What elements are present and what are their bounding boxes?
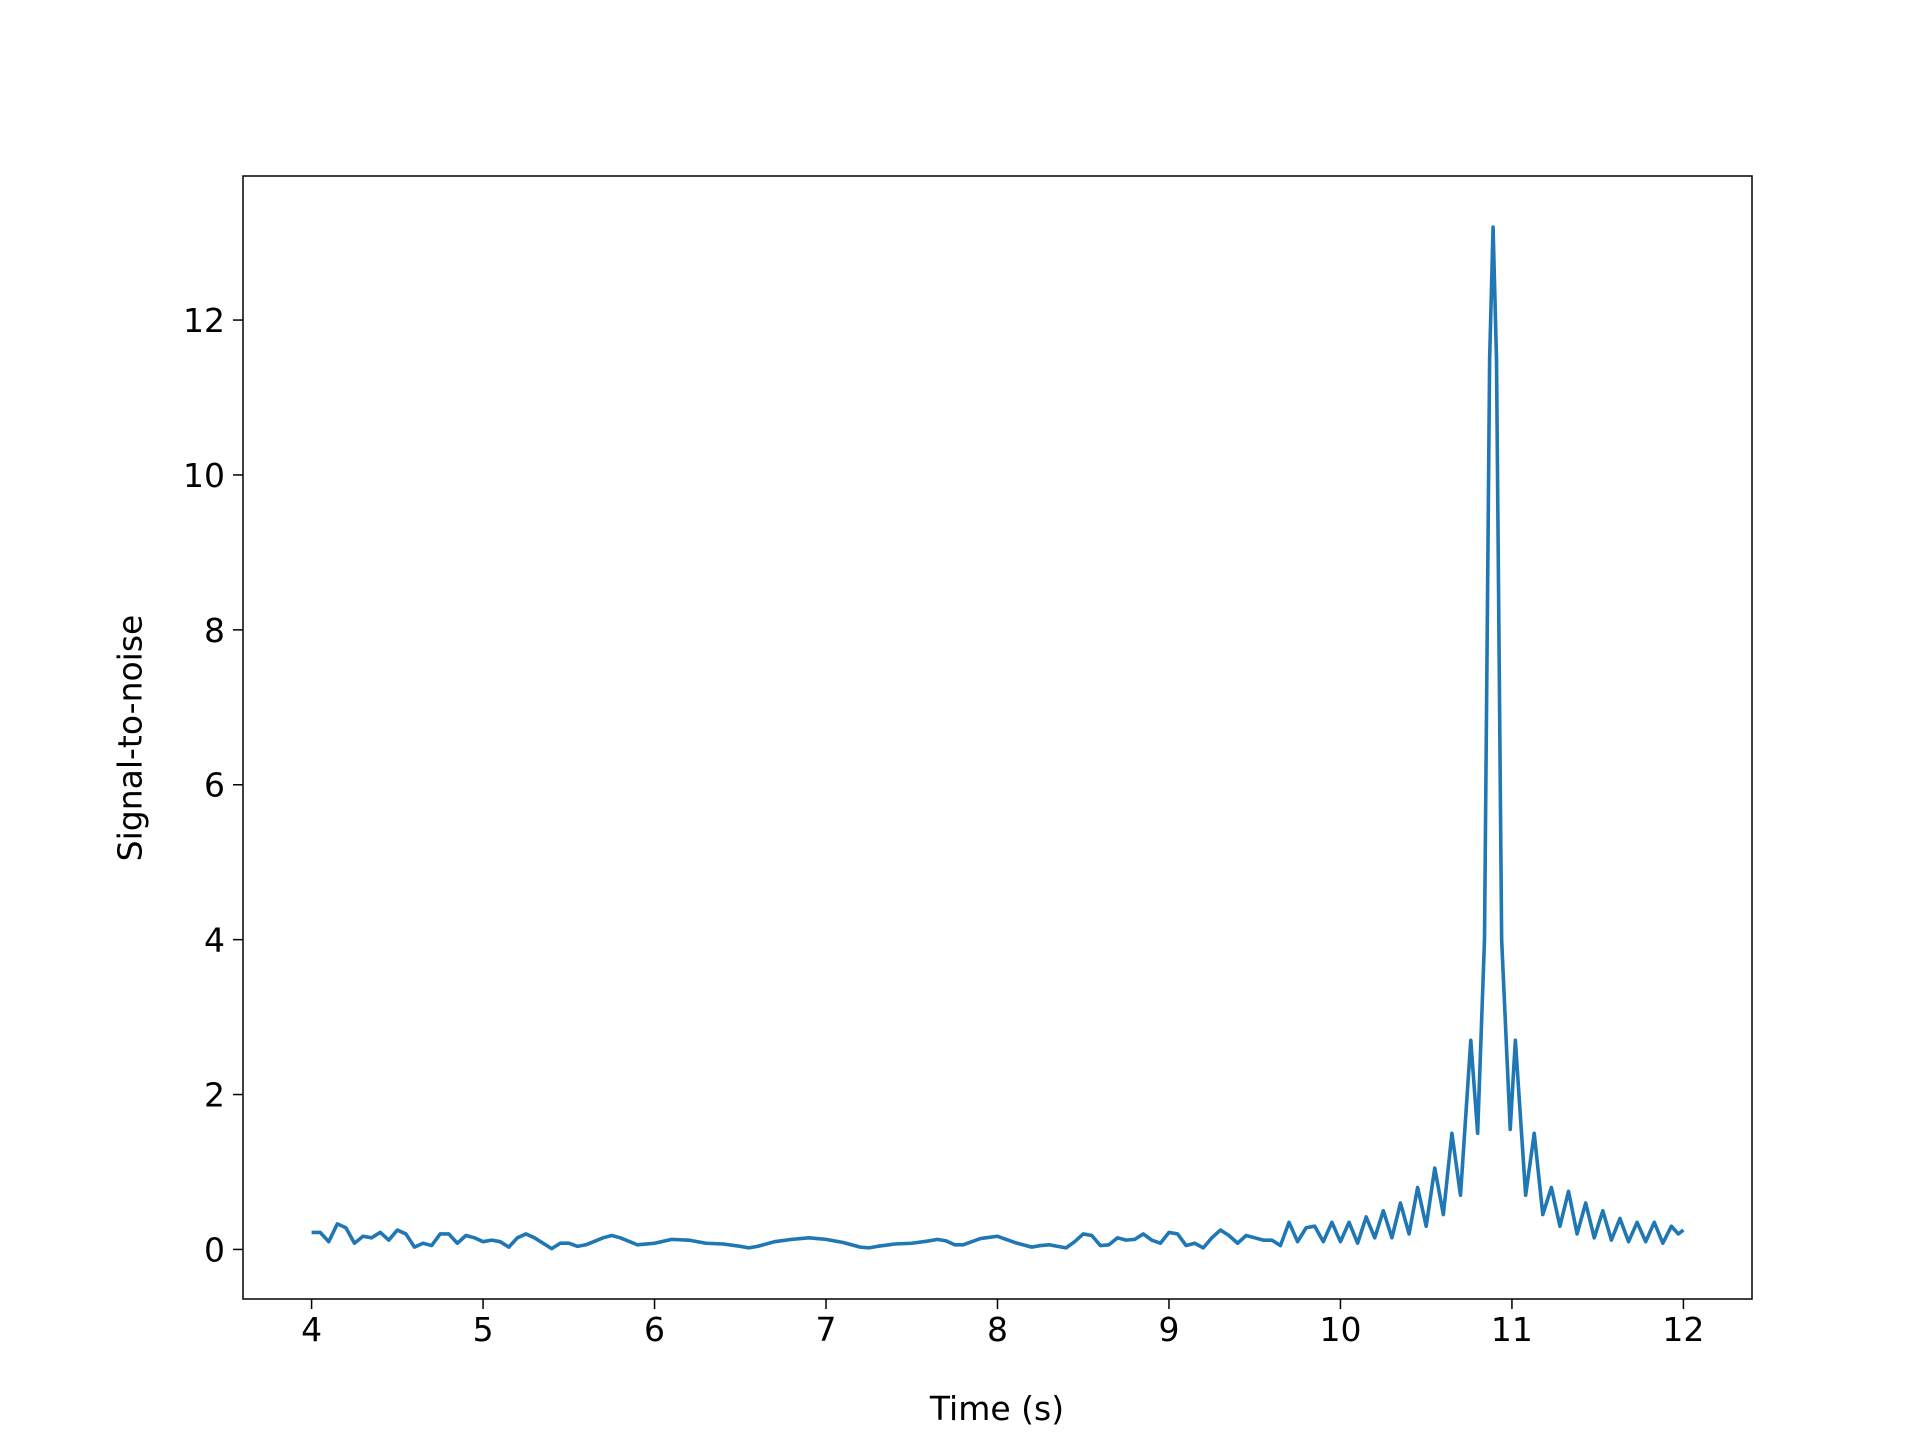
x-axis-label: Time (s): [929, 1389, 1064, 1428]
x-tick-label: 4: [301, 1310, 322, 1349]
y-tick-label: 0: [204, 1230, 225, 1269]
x-tick-label: 11: [1491, 1310, 1533, 1349]
y-tick-label: 2: [204, 1076, 225, 1115]
y-tick-label: 4: [204, 921, 225, 960]
x-tick-label: 6: [644, 1310, 665, 1349]
x-tick-label: 9: [1158, 1310, 1179, 1349]
plot-frame: [242, 175, 1753, 1300]
y-tick-label: 10: [183, 456, 225, 495]
x-tick-label: 8: [987, 1310, 1008, 1349]
y-tick-label: 6: [204, 766, 225, 805]
y-tick-label: 8: [204, 611, 225, 650]
x-tick-label: 12: [1662, 1310, 1704, 1349]
x-tick-label: 7: [816, 1310, 837, 1349]
series-line: [311, 225, 1685, 1251]
x-tick-label: 10: [1319, 1310, 1361, 1349]
y-axis-label: Signal-to-noise: [111, 615, 150, 862]
y-tick-label: 12: [183, 301, 225, 340]
x-tick-label: 5: [473, 1310, 494, 1349]
